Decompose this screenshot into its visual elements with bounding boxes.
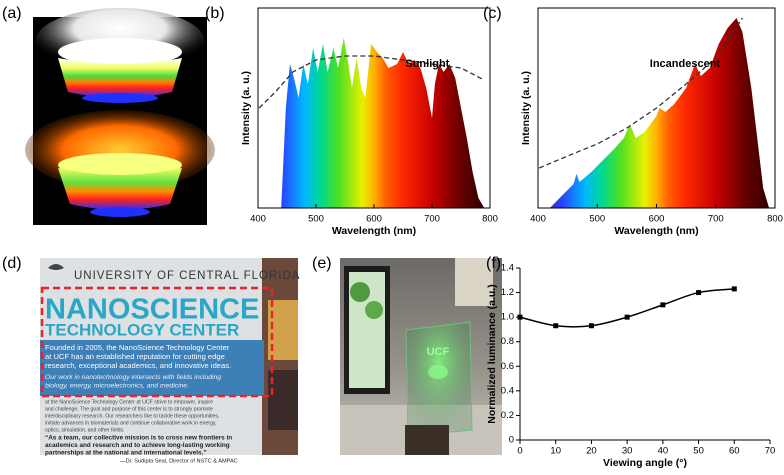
marker bbox=[553, 323, 559, 329]
x-tick-label: 0 bbox=[517, 446, 522, 457]
poster-university: UNIVERSITY OF CENTRAL FLORIDA bbox=[74, 270, 300, 282]
panel-label: (c) bbox=[483, 5, 502, 22]
x-axis-title: Viewing angle (°) bbox=[603, 457, 687, 469]
fit-curve bbox=[519, 288, 735, 328]
marker bbox=[588, 323, 594, 329]
x-axis-title: Wavelength (nm) bbox=[614, 225, 698, 237]
x-tick-label: 500 bbox=[589, 214, 605, 225]
curve-label: Sunlight bbox=[405, 58, 449, 70]
x-tick-label: 500 bbox=[308, 214, 324, 225]
y-tick-label: 0.2 bbox=[501, 410, 514, 421]
y-tick-label: 1.2 bbox=[501, 287, 514, 298]
x-tick-label: 700 bbox=[424, 214, 440, 225]
spectrum-area bbox=[281, 38, 485, 208]
spectrum-area bbox=[549, 18, 770, 208]
x-tick-label: 60 bbox=[729, 446, 740, 457]
x-tick-label: 800 bbox=[482, 214, 498, 225]
panel-label: (f) bbox=[486, 255, 501, 272]
poster-attribution: —Dr. Sudipta Seal, Director of NSTC & AM… bbox=[120, 458, 238, 464]
sign-photo bbox=[340, 258, 502, 455]
x-tick-label: 800 bbox=[767, 214, 783, 225]
chart: Incandescent 400 500 600 700 800 Wavelength (n… bbox=[520, 7, 783, 237]
poster-text: at UCF has an established reputation for… bbox=[45, 352, 225, 361]
marker bbox=[731, 286, 737, 292]
lamp-render bbox=[25, 8, 215, 225]
x-axis-title: Wavelength (nm) bbox=[332, 225, 416, 237]
poster-text: at the NanoScience Technology Center at … bbox=[45, 399, 213, 405]
poster-text: Founded in 2005, the NanoScience Technol… bbox=[45, 343, 230, 352]
y-axis-title: Normalized luminance (a.u.) bbox=[486, 284, 498, 423]
reference-curve bbox=[538, 17, 743, 169]
poster-text: Our work in nanotechnology intersects wi… bbox=[45, 374, 221, 381]
y-tick-label: 0.8 bbox=[501, 336, 514, 347]
poster-text: biology, energy, microelectronics, and m… bbox=[45, 382, 189, 389]
poster-subtitle: TECHNOLOGY CENTER bbox=[45, 320, 239, 339]
chart: Sunlight 400 500 600 700 800 Wavelength (nm) In… bbox=[240, 7, 498, 237]
panel-label: (e) bbox=[312, 255, 332, 272]
x-tick-label: 600 bbox=[649, 214, 665, 225]
x-tick-label: 50 bbox=[693, 446, 704, 457]
x-tick-label: 400 bbox=[250, 214, 266, 225]
y-tick-label: 1.4 bbox=[501, 263, 514, 274]
sign-text: UCF bbox=[427, 346, 450, 358]
curve-label: Incandescent bbox=[650, 58, 721, 70]
y-tick-label: 0.6 bbox=[501, 361, 514, 372]
x-tick-label: 10 bbox=[550, 446, 561, 457]
panel-label: (b) bbox=[205, 5, 225, 22]
poster-title: NANOSCIENCE bbox=[45, 294, 259, 326]
poster-text: “As a team, our collective mission is to… bbox=[45, 435, 232, 442]
x-tick-label: 400 bbox=[530, 214, 546, 225]
poster-text: academics and research and to achieve lo… bbox=[45, 442, 230, 449]
x-tick-label: 70 bbox=[765, 446, 776, 457]
y-axis-title: Intensity (a. u.) bbox=[520, 71, 532, 145]
panel-label: (d) bbox=[2, 255, 22, 272]
x-tick-label: 20 bbox=[586, 446, 597, 457]
marker bbox=[624, 314, 630, 320]
marker bbox=[696, 290, 702, 296]
x-tick-label: 40 bbox=[658, 446, 669, 457]
y-tick-label: 0.4 bbox=[501, 385, 514, 396]
reference-curve bbox=[258, 55, 485, 109]
marker bbox=[660, 302, 666, 308]
poster-text: partnerships at the national and interna… bbox=[45, 450, 207, 457]
x-tick-label: 600 bbox=[366, 214, 382, 225]
y-axis-title: Intensity (a. u.) bbox=[240, 71, 252, 145]
x-tick-label: 30 bbox=[622, 446, 633, 457]
y-tick-label: 1.0 bbox=[501, 312, 514, 323]
poster-text: optics, simulation, and other fields. bbox=[45, 427, 125, 433]
poster-photo bbox=[40, 258, 298, 455]
poster-text: interdisciplinary research. Our research… bbox=[45, 413, 219, 419]
poster-text: research, exceptional academics, and inn… bbox=[45, 361, 231, 370]
panel-label: (a) bbox=[2, 5, 22, 22]
poster-text: initiate advances in biomaterials and co… bbox=[45, 420, 216, 426]
poster-text: and challenge. The goal and purpose of t… bbox=[45, 406, 213, 412]
x-tick-label: 700 bbox=[708, 214, 724, 225]
chart: 0 10 20 30 40 50 60 70 0 0.2 0.4 0.6 0.8 1.0 1.2 1.4 Vie… bbox=[486, 263, 776, 469]
y-tick-label: 0 bbox=[509, 435, 514, 446]
